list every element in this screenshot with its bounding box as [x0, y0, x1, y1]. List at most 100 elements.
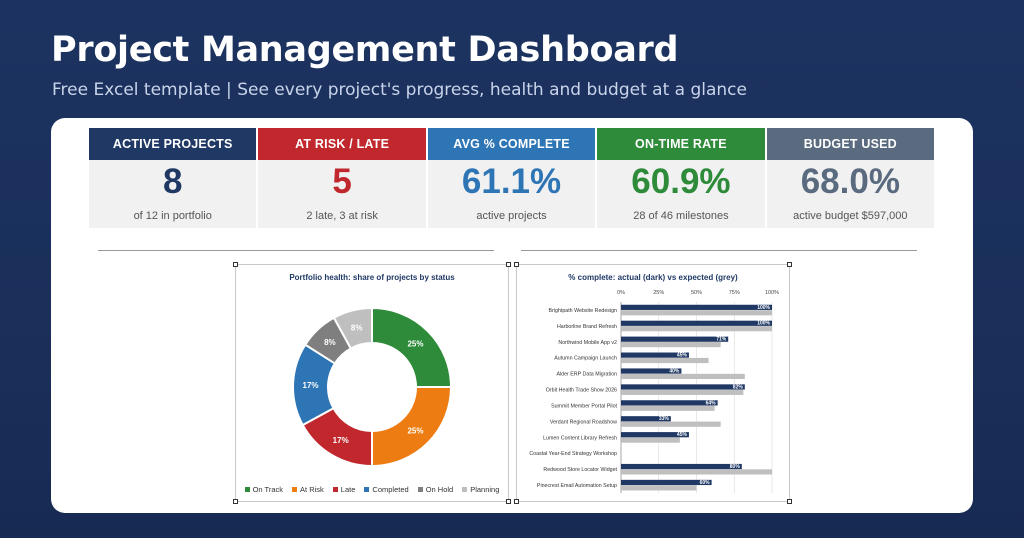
- kpi-on-time-rate: ON-TIME RATE 60.9% 28 of 46 milestones: [597, 128, 765, 228]
- category-label: Pinecrest Email Automation Setup: [537, 483, 617, 489]
- resize-handle[interactable]: [787, 262, 792, 267]
- slice-data-label: 8%: [324, 338, 336, 347]
- expected-bar[interactable]: [621, 405, 715, 411]
- legend-item: At Risk: [292, 485, 324, 494]
- resize-handle[interactable]: [233, 262, 238, 267]
- donut-plot: 25% 25% 17% 17% 8% 8%: [292, 306, 453, 468]
- bar-data-label: 40%: [669, 368, 680, 374]
- bar-data-label: 100%: [757, 305, 770, 311]
- expected-bar[interactable]: [621, 357, 709, 364]
- kpi-subtext: of 12 in portfolio: [133, 210, 212, 222]
- kpi-label: AVG % COMPLETE: [427, 128, 596, 160]
- kpi-budget-used: BUDGET USED 68.0% active budget $597,000: [766, 128, 935, 228]
- actual-bar[interactable]: [621, 400, 718, 406]
- actual-bar[interactable]: [621, 368, 682, 374]
- category-label: Redwood Store Locator Widget: [543, 467, 617, 473]
- percent-complete-chart[interactable]: % complete: actual (dark) vs expected (g…: [514, 262, 792, 504]
- expected-bar[interactable]: [621, 341, 721, 348]
- expected-bar[interactable]: [621, 421, 721, 427]
- actual-bar[interactable]: [621, 352, 689, 358]
- legend-swatch: [462, 487, 468, 492]
- bar-data-label: 82%: [733, 384, 744, 390]
- category-label: Harborline Brand Refresh: [557, 324, 617, 330]
- slice-data-label: 8%: [351, 323, 363, 332]
- legend-label: Late: [340, 485, 356, 494]
- kpi-value: 60.9%: [631, 162, 731, 201]
- expected-bar[interactable]: [621, 326, 772, 332]
- slice-data-label: 17%: [303, 381, 319, 390]
- actual-bar[interactable]: [621, 304, 772, 310]
- expected-bar[interactable]: [621, 469, 772, 475]
- page-title: Project Management Dashboard: [51, 30, 679, 70]
- actual-bar[interactable]: [621, 320, 772, 326]
- bar-data-label: 60%: [700, 480, 711, 486]
- legend-label: Planning: [470, 485, 500, 494]
- donut-slice-planning[interactable]: [332, 306, 373, 350]
- expected-bar[interactable]: [621, 310, 772, 316]
- kpi-value: 5: [332, 162, 352, 201]
- expected-bar[interactable]: [621, 485, 697, 491]
- kpi-subtext: 2 late, 3 at risk: [306, 210, 378, 222]
- resize-handle[interactable]: [233, 499, 238, 504]
- section-divider-right: [521, 250, 917, 251]
- legend-swatch: [292, 487, 298, 492]
- resize-handle[interactable]: [506, 499, 511, 504]
- bar-data-label: 33%: [659, 416, 670, 422]
- actual-bar[interactable]: [621, 479, 712, 486]
- kpi-label: ON-TIME RATE: [597, 128, 765, 160]
- legend-label: Completed: [372, 485, 409, 494]
- x-tick-label: 50%: [691, 290, 702, 296]
- kpi-label: BUDGET USED: [766, 128, 935, 160]
- kpi-label: AT RISK / LATE: [258, 128, 426, 160]
- expected-bar[interactable]: [621, 373, 745, 380]
- category-label: Coastal Year-End Strategy Workshop: [529, 451, 617, 457]
- actual-bar[interactable]: [621, 416, 671, 422]
- chart-title: Portfolio health: share of projects by s…: [289, 273, 455, 282]
- actual-bar[interactable]: [621, 432, 689, 438]
- bar-data-label: 45%: [677, 353, 688, 359]
- category-label: Verdant Regional Roadshow: [550, 419, 617, 425]
- resize-handle[interactable]: [787, 499, 792, 504]
- portfolio-health-chart[interactable]: Portfolio health: share of projects by s…: [233, 262, 511, 504]
- chart-legend: On Track At Risk Late Completed On Hold Plann…: [236, 485, 508, 494]
- legend-item: On Track: [244, 485, 283, 494]
- resize-handle[interactable]: [506, 262, 511, 267]
- resize-handle[interactable]: [514, 499, 519, 504]
- expected-bar[interactable]: [621, 437, 680, 443]
- legend-item: Completed: [364, 485, 409, 494]
- legend-swatch: [332, 487, 338, 492]
- dashboard-card: ACTIVE PROJECTS 8 of 12 in portfolio AT …: [51, 118, 973, 513]
- bar-data-label: 64%: [706, 400, 717, 406]
- x-tick-label: 25%: [653, 290, 664, 296]
- category-label: Orbit Health Trade Show 2026: [546, 388, 617, 394]
- slice-data-label: 25%: [407, 426, 423, 435]
- category-label: Northwind Mobile App v2: [558, 340, 617, 346]
- page-subtitle: Free Excel template | See every project'…: [52, 80, 747, 100]
- legend-swatch: [364, 487, 370, 492]
- bar-data-label: 100%: [757, 321, 770, 327]
- legend-label: On Hold: [425, 485, 454, 494]
- kpi-subtext: active projects: [476, 210, 547, 222]
- chart-title: % complete: actual (dark) vs expected (g…: [568, 273, 738, 282]
- category-label: Summit Member Portal Pilot: [551, 403, 617, 409]
- legend-swatch: [244, 487, 250, 492]
- kpi-label: ACTIVE PROJECTS: [89, 128, 257, 160]
- legend-swatch: [417, 487, 423, 492]
- actual-bar[interactable]: [621, 384, 745, 390]
- legend-item: Late: [332, 485, 356, 494]
- category-label: Alder ERP Data Migration: [556, 372, 617, 378]
- actual-bar[interactable]: [621, 336, 729, 342]
- kpi-strip: ACTIVE PROJECTS 8 of 12 in portfolio AT …: [89, 128, 935, 228]
- slice-data-label: 17%: [333, 436, 349, 445]
- actual-bar[interactable]: [621, 463, 742, 470]
- expected-bar[interactable]: [621, 389, 744, 395]
- kpi-value: 61.1%: [461, 162, 562, 201]
- bar-plot: 0% 25% 50% 75% 100% Brightpath Website Redesi…: [529, 290, 779, 493]
- x-tick-label: 0%: [617, 290, 625, 296]
- resize-handle[interactable]: [514, 262, 519, 267]
- section-divider-left: [98, 250, 494, 251]
- bar-data-label: 45%: [677, 432, 688, 438]
- kpi-active-projects: ACTIVE PROJECTS 8 of 12 in portfolio: [89, 128, 257, 228]
- kpi-subtext: 28 of 46 milestones: [633, 210, 729, 222]
- x-tick-label: 75%: [729, 290, 740, 296]
